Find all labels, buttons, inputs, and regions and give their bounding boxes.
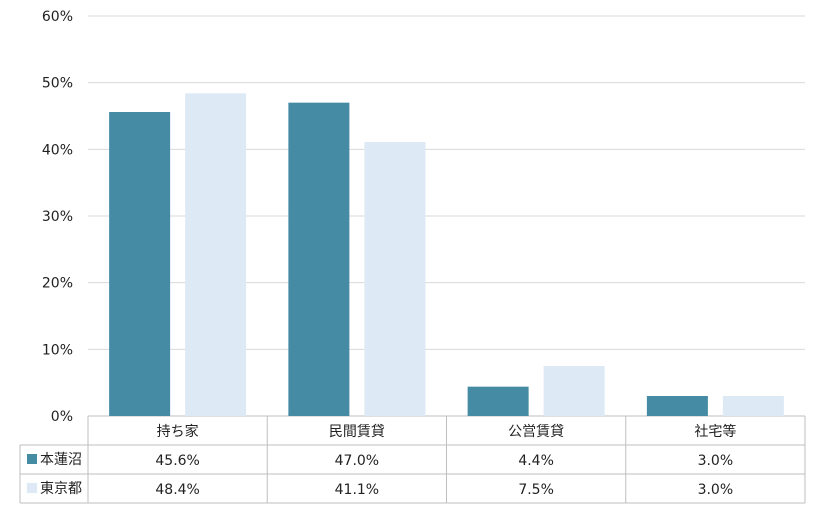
y-tick-label: 40% (42, 142, 73, 158)
data-label: 45.6% (155, 453, 199, 469)
category-label: 民間賃貸 (329, 424, 385, 440)
y-tick-label: 20% (42, 276, 73, 292)
legend-swatch (27, 483, 37, 493)
data-label: 47.0% (335, 453, 379, 469)
y-tick-label: 60% (42, 9, 73, 25)
data-label: 41.1% (335, 482, 379, 498)
data-label: 48.4% (155, 482, 199, 498)
legend-label: 本蓮沼 (40, 452, 82, 468)
category-label: 社宅等 (694, 423, 736, 440)
data-label: 4.4% (518, 453, 554, 469)
y-tick-label: 10% (42, 342, 73, 358)
bar-tokyo-3 (722, 396, 784, 416)
bar-tokyo-2 (543, 366, 605, 416)
bar-honhasunuma-3 (646, 396, 708, 416)
bar-honhasunuma-2 (467, 386, 529, 416)
legend-swatch (27, 454, 37, 464)
bar-tokyo-1 (364, 142, 426, 416)
bar-honhasunuma-1 (288, 102, 350, 417)
legend-label: 東京都 (40, 481, 82, 497)
y-tick-label: 30% (42, 209, 73, 225)
data-label: 7.5% (518, 482, 554, 498)
y-tick-label: 50% (42, 76, 73, 92)
y-axis: 0% 10% 20% 30% 40% 50% 60% (42, 9, 73, 425)
bar-honhasunuma-0 (109, 112, 171, 416)
data-label: 3.0% (698, 453, 734, 469)
bar-tokyo-0 (185, 93, 247, 416)
y-tick-label: 0% (51, 409, 73, 425)
category-label: 持ち家 (157, 423, 199, 440)
bars (109, 93, 784, 417)
category-label: 公営賃貸 (508, 424, 564, 440)
data-label: 3.0% (698, 482, 734, 498)
